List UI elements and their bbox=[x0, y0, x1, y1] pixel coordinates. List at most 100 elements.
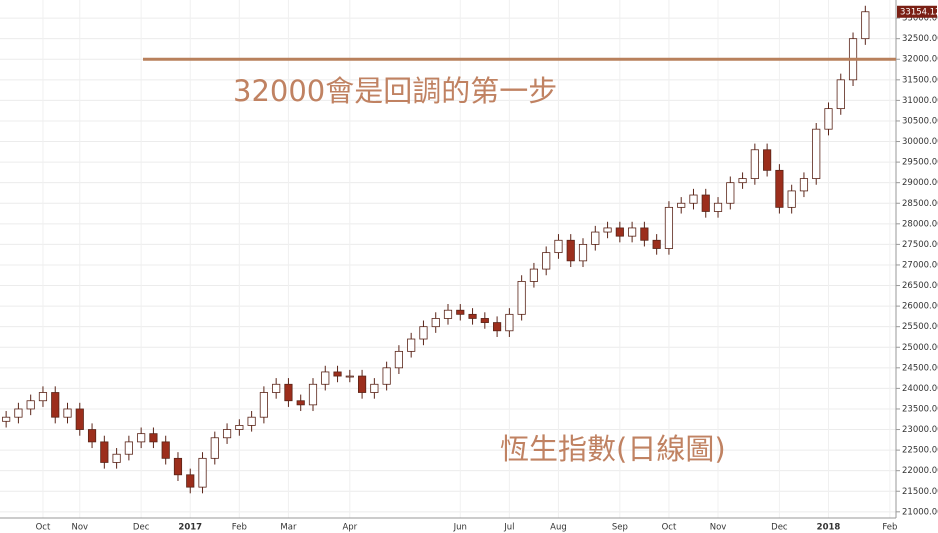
candle-body bbox=[357, 375, 367, 393]
candle-body bbox=[198, 457, 207, 488]
candle-body bbox=[591, 231, 600, 245]
candle-body bbox=[701, 194, 710, 212]
x-tick-label: Jun bbox=[453, 523, 467, 533]
candle-body bbox=[677, 202, 686, 208]
y-tick-label: 32500.00 bbox=[902, 34, 938, 44]
x-tick-label: Aug bbox=[550, 523, 567, 533]
candle-body bbox=[738, 178, 747, 184]
candle-body bbox=[51, 392, 60, 418]
x-tick-label: Dec bbox=[133, 523, 150, 533]
candle-body bbox=[173, 457, 183, 476]
y-tick-label: 33000.00 bbox=[902, 14, 938, 24]
candle-body bbox=[480, 318, 489, 323]
x-tick-label: Sep bbox=[612, 523, 628, 533]
y-tick-label: 29500.00 bbox=[902, 158, 938, 168]
candle-body bbox=[333, 371, 342, 377]
y-tick-label: 24000.00 bbox=[902, 384, 938, 394]
y-tick-label: 21500.00 bbox=[902, 487, 938, 497]
candle-body bbox=[615, 227, 624, 237]
x-tick-label: Jul bbox=[503, 523, 514, 533]
y-tick-label: 24500.00 bbox=[902, 363, 938, 373]
candle-body bbox=[578, 243, 588, 262]
candle-body bbox=[2, 416, 11, 422]
candle-body bbox=[112, 453, 121, 463]
x-tick-label: 2018 bbox=[817, 523, 841, 533]
candle-body bbox=[566, 239, 575, 262]
candle-body bbox=[726, 182, 735, 204]
y-tick-label: 27500.00 bbox=[902, 240, 938, 250]
y-tick-label: 21000.00 bbox=[902, 507, 938, 517]
candle-body bbox=[836, 79, 845, 110]
annotation: 恆生指數(日線圖) bbox=[500, 432, 726, 466]
candle-body bbox=[407, 338, 416, 352]
candle-body bbox=[394, 350, 403, 369]
candle-body bbox=[26, 400, 35, 410]
candle-body bbox=[370, 383, 379, 393]
candle-body bbox=[247, 416, 256, 426]
x-tick-label: Oct bbox=[36, 523, 51, 533]
candle-body bbox=[750, 149, 759, 179]
candle-body bbox=[284, 383, 293, 402]
candle-body bbox=[63, 408, 72, 418]
candle-body bbox=[210, 437, 219, 459]
candle-body bbox=[137, 433, 146, 443]
candle-body bbox=[529, 268, 538, 282]
candle-body bbox=[321, 371, 330, 385]
y-tick-label: 26500.00 bbox=[902, 281, 938, 291]
candle-body bbox=[468, 313, 477, 319]
candle-body bbox=[431, 318, 440, 328]
candle-body bbox=[272, 383, 281, 393]
candle-body bbox=[517, 281, 526, 315]
candle-body bbox=[628, 227, 637, 237]
y-tick-label: 25000.00 bbox=[902, 343, 938, 353]
y-tick-label: 30000.00 bbox=[902, 137, 938, 147]
candle-body bbox=[161, 441, 170, 459]
candle-body bbox=[493, 322, 502, 332]
x-tick-label: Feb bbox=[232, 523, 247, 533]
y-tick-label: 30500.00 bbox=[902, 116, 938, 126]
x-tick-label: Apr bbox=[342, 523, 357, 533]
candle-body bbox=[296, 400, 305, 406]
candle-body bbox=[799, 178, 809, 192]
y-tick-label: 31000.00 bbox=[902, 96, 938, 106]
candle-body bbox=[824, 108, 833, 130]
x-tick-label: Dec bbox=[771, 523, 788, 533]
candle-body bbox=[75, 408, 84, 430]
y-tick-label: 26000.00 bbox=[902, 302, 938, 312]
y-tick-label: 28000.00 bbox=[902, 219, 938, 229]
candle-body bbox=[861, 11, 870, 40]
price-tag bbox=[897, 5, 937, 18]
y-tick-label: 32000.00 bbox=[902, 55, 938, 65]
x-tick-label: Mar bbox=[280, 523, 297, 533]
candle-body bbox=[382, 367, 391, 385]
y-tick-label: 23500.00 bbox=[902, 404, 938, 414]
candle-body bbox=[87, 429, 97, 443]
candle-body bbox=[38, 392, 48, 402]
y-tick-label: 28500.00 bbox=[902, 199, 938, 209]
candle-body bbox=[763, 149, 772, 171]
candle-body bbox=[345, 375, 354, 378]
candle-body bbox=[186, 474, 195, 488]
candle-body bbox=[652, 239, 661, 249]
x-tick-label: Nov bbox=[71, 523, 88, 533]
y-tick-label: 31500.00 bbox=[902, 75, 938, 85]
candle-body bbox=[812, 128, 821, 179]
candle-body bbox=[554, 239, 563, 254]
y-tick-label: 22000.00 bbox=[902, 466, 938, 476]
candle-body bbox=[640, 227, 649, 241]
price-tag-label: 33154.12 bbox=[900, 7, 938, 17]
y-tick-label: 22500.00 bbox=[902, 446, 938, 456]
candle-body bbox=[222, 429, 232, 439]
annotation: 32000會是回調的第一步 bbox=[233, 74, 557, 108]
candle-body bbox=[689, 194, 698, 204]
x-tick-label: 2017 bbox=[178, 523, 202, 533]
x-tick-label: Oct bbox=[662, 523, 677, 533]
candle-body bbox=[713, 202, 723, 212]
y-tick-label: 29000.00 bbox=[902, 178, 938, 188]
candle-body bbox=[14, 408, 23, 418]
candle-body bbox=[100, 441, 109, 463]
candle-body bbox=[456, 309, 465, 315]
candle-body bbox=[603, 227, 612, 233]
